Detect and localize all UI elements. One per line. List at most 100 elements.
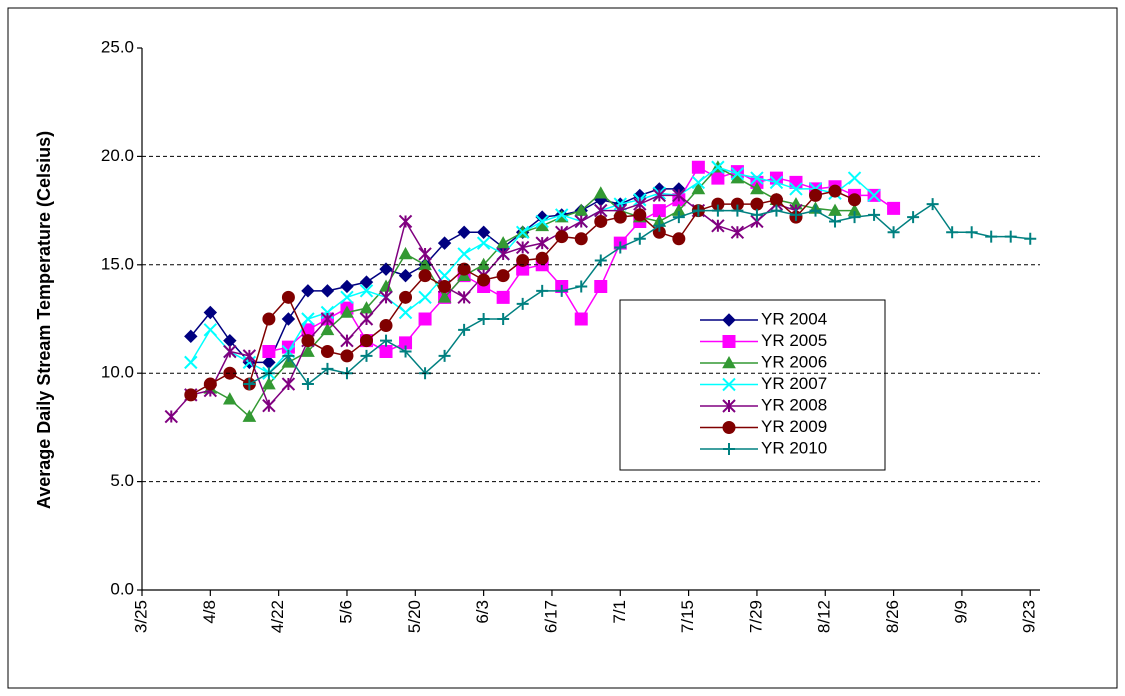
- series-marker: [340, 290, 354, 305]
- series-marker: [203, 305, 218, 320]
- series-marker: [320, 345, 334, 359]
- series-marker: [320, 305, 335, 320]
- series-marker: [828, 203, 842, 216]
- series-marker: [359, 334, 374, 348]
- series-marker: [614, 241, 627, 254]
- series-marker: [262, 377, 276, 390]
- series-marker: [808, 188, 823, 202]
- y-tick-label: 0.0: [110, 579, 134, 598]
- series-marker: [496, 247, 510, 261]
- series-marker: [555, 208, 569, 222]
- series-marker: [613, 197, 627, 211]
- series-marker: [574, 214, 588, 229]
- series-marker: [867, 188, 881, 203]
- series-marker: [340, 333, 354, 348]
- series-marker: [320, 312, 335, 326]
- x-tick-label: 6/3: [473, 600, 492, 624]
- x-tick-label: 3/25: [131, 600, 150, 633]
- series-marker: [476, 225, 491, 239]
- legend-marker: [722, 313, 736, 327]
- series-marker: [789, 175, 803, 189]
- series-marker: [711, 171, 725, 185]
- series-marker: [672, 211, 685, 224]
- legend-label: YR 2004: [761, 309, 827, 328]
- series-marker: [730, 225, 745, 239]
- legend-marker: [722, 355, 736, 369]
- series-marker: [281, 290, 295, 304]
- series-marker: [184, 355, 198, 370]
- series-marker: [691, 160, 705, 174]
- series-marker: [496, 236, 511, 249]
- x-tick-label: 8/26: [883, 600, 902, 633]
- series-marker: [437, 290, 452, 303]
- series-marker: [633, 197, 647, 211]
- x-tick-label: 8/12: [815, 600, 834, 633]
- series-marker: [574, 232, 588, 246]
- series-marker: [828, 184, 842, 198]
- x-tick-label: 4/8: [200, 600, 219, 624]
- series-marker: [574, 203, 589, 216]
- series-marker: [399, 290, 413, 304]
- series-marker: [691, 181, 706, 195]
- series-marker: [613, 210, 627, 224]
- series-marker: [458, 323, 471, 336]
- series-marker: [398, 305, 413, 320]
- series-marker: [692, 204, 705, 217]
- series-marker: [379, 290, 393, 305]
- series-marker: [711, 204, 724, 217]
- series-marker: [750, 171, 764, 185]
- series-marker: [907, 211, 920, 224]
- series-marker: [398, 214, 413, 229]
- series-marker: [418, 312, 432, 326]
- series-marker: [476, 236, 491, 250]
- legend-marker: [722, 421, 736, 434]
- y-tick-label: 15.0: [101, 254, 134, 273]
- series-marker: [574, 312, 588, 326]
- series-marker: [750, 197, 764, 211]
- series-marker: [593, 186, 608, 199]
- series-marker: [750, 181, 764, 195]
- series-marker: [847, 171, 862, 185]
- x-tick-label: 9/9: [951, 600, 970, 624]
- series-marker: [730, 197, 744, 211]
- x-tick-label: 7/29: [746, 600, 765, 633]
- series-marker: [652, 204, 666, 218]
- series-marker: [399, 336, 413, 350]
- series-marker: [281, 340, 295, 354]
- series-marker: [985, 230, 998, 243]
- legend-label: YR 2009: [761, 417, 827, 436]
- series-marker: [555, 230, 569, 244]
- series-marker: [457, 247, 471, 261]
- series-marker: [282, 349, 295, 362]
- series-marker: [672, 188, 686, 203]
- series-marker: [301, 284, 315, 298]
- series-marker: [477, 273, 491, 287]
- series-marker: [652, 188, 667, 203]
- series-marker: [691, 175, 706, 190]
- series-marker: [711, 219, 725, 233]
- series-marker: [379, 262, 393, 276]
- series-marker: [575, 280, 588, 293]
- series-marker: [1004, 230, 1017, 243]
- legend-marker: [722, 399, 736, 413]
- series-marker: [750, 208, 763, 221]
- series-marker: [262, 345, 276, 359]
- series-marker: [301, 312, 315, 326]
- series-marker: [301, 378, 314, 391]
- x-tick-label: 7/15: [678, 600, 697, 633]
- series-marker: [242, 349, 257, 363]
- series-marker: [653, 219, 666, 232]
- series-marker: [438, 349, 451, 362]
- legend-label: YR 2010: [761, 438, 827, 457]
- series-marker: [222, 392, 237, 405]
- series-marker: [535, 251, 549, 265]
- series-marker: [164, 409, 178, 424]
- series-marker: [594, 279, 608, 293]
- y-tick-label: 5.0: [110, 471, 134, 490]
- series-marker: [398, 246, 413, 260]
- x-tick-label: 5/6: [336, 600, 355, 624]
- series-marker: [769, 175, 784, 190]
- x-tick-label: 5/20: [405, 600, 424, 633]
- x-tick-label: 9/23: [1020, 600, 1039, 633]
- series-marker: [769, 193, 783, 207]
